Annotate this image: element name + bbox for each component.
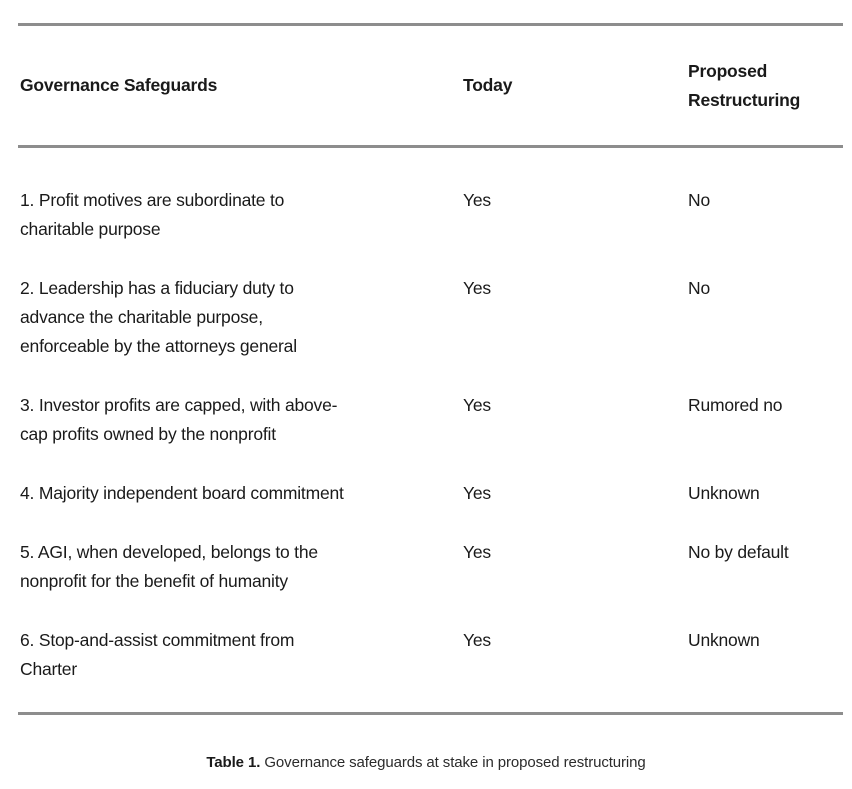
column-header-governance-safeguards: Governance Safeguards (20, 75, 218, 95)
cell-today: Yes (463, 395, 491, 415)
cell-proposed: Rumored no (688, 395, 783, 415)
cell-safeguard: 6. Stop-and-assist commitment from Chart… (20, 630, 295, 679)
cell-today: Yes (463, 190, 491, 210)
cell-proposed: Unknown (688, 483, 760, 503)
table-row: 3. Investor profits are capped, with abo… (18, 391, 843, 449)
column-header-proposed-restructuring: Proposed Restructuring (688, 60, 801, 110)
table-caption-text: Governance safeguards at stake in propos… (260, 754, 646, 771)
cell-proposed: No by default (688, 542, 789, 562)
table-header-row: Governance Safeguards Today Proposed Res… (18, 26, 843, 145)
cell-safeguard: 2. Leadership has a fiduciary duty to ad… (20, 278, 297, 356)
cell-safeguard: 5. AGI, when developed, belongs to the n… (20, 542, 318, 591)
cell-today: Yes (463, 542, 491, 562)
table-row: 1. Profit motives are subordinate to cha… (18, 186, 843, 244)
table-rule-top (18, 23, 843, 26)
cell-today: Yes (463, 630, 491, 650)
table-caption-label: Table 1. (206, 754, 261, 771)
table-body: 1. Profit motives are subordinate to cha… (18, 148, 843, 712)
table-row: 5. AGI, when developed, belongs to the n… (18, 538, 843, 596)
cell-safeguard: 3. Investor profits are capped, with abo… (20, 395, 338, 444)
governance-safeguards-table: Governance Safeguards Today Proposed Res… (18, 23, 843, 715)
cell-proposed: No (688, 278, 710, 298)
table-row: 6. Stop-and-assist commitment from Chart… (18, 626, 843, 684)
cell-safeguard: 4. Majority independent board commitment (20, 483, 344, 503)
table-row: 2. Leadership has a fiduciary duty to ad… (18, 274, 843, 361)
cell-safeguard: 1. Profit motives are subordinate to cha… (20, 190, 285, 239)
cell-proposed: No (688, 190, 710, 210)
table-rule-header-divider (18, 145, 843, 148)
cell-proposed: Unknown (688, 630, 760, 650)
table-rule-bottom (18, 712, 843, 715)
cell-today: Yes (463, 483, 491, 503)
table-row: 4. Majority independent board commitment… (18, 479, 843, 508)
table-caption: Table 1. Governance safeguards at stake … (0, 752, 852, 774)
cell-today: Yes (463, 278, 491, 298)
column-header-today: Today (463, 75, 513, 95)
